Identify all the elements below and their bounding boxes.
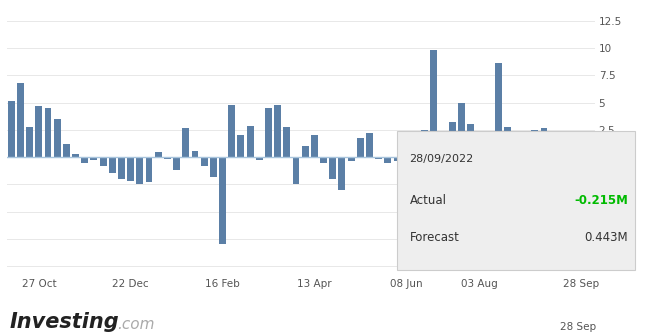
Bar (173, 157, 180, 170)
Bar (430, 51, 438, 157)
Bar (146, 157, 152, 182)
Bar (302, 146, 309, 157)
Bar (274, 105, 281, 157)
Bar (192, 151, 198, 157)
Bar (219, 157, 226, 244)
Bar (366, 133, 373, 157)
Bar (265, 108, 272, 157)
Text: -0.215M: -0.215M (574, 194, 628, 207)
Bar (155, 152, 162, 157)
Bar (256, 157, 263, 160)
Bar (347, 157, 355, 161)
Bar (577, 157, 584, 159)
Text: 28/09/2022: 28/09/2022 (409, 154, 474, 164)
Bar (63, 144, 70, 157)
Bar (467, 125, 474, 157)
Bar (182, 128, 189, 157)
Bar (210, 157, 217, 177)
Bar (100, 157, 107, 166)
Bar (494, 64, 502, 157)
Text: 28 Sep: 28 Sep (560, 322, 596, 332)
Text: Investing: Investing (10, 312, 120, 332)
Bar (35, 106, 42, 157)
Bar (393, 157, 401, 161)
Bar (375, 157, 382, 159)
Bar (118, 157, 125, 179)
Bar (17, 83, 24, 157)
Bar (486, 157, 492, 159)
Bar (329, 157, 336, 179)
Text: Actual: Actual (409, 194, 446, 207)
Bar (550, 157, 556, 160)
Bar (476, 157, 483, 161)
Bar (237, 135, 244, 157)
Text: .com: .com (117, 317, 154, 332)
Bar (504, 127, 511, 157)
Bar (45, 108, 51, 157)
Bar (403, 157, 409, 195)
Bar (200, 157, 208, 166)
Bar (357, 137, 364, 157)
Bar (421, 130, 428, 157)
Bar (109, 157, 116, 174)
Bar (522, 157, 529, 159)
Bar (90, 157, 98, 160)
Text: 0.443M: 0.443M (584, 231, 628, 244)
Bar (53, 119, 61, 157)
Bar (440, 157, 446, 159)
Bar (228, 105, 235, 157)
Bar (8, 100, 15, 157)
Bar (136, 157, 144, 184)
Bar (458, 103, 465, 157)
Bar (283, 127, 291, 157)
Bar (540, 128, 548, 157)
Bar (339, 157, 345, 190)
Bar (127, 157, 134, 181)
Text: Forecast: Forecast (409, 231, 460, 244)
Bar (311, 135, 318, 157)
Bar (531, 130, 538, 157)
Bar (293, 157, 299, 184)
Bar (72, 154, 79, 157)
Bar (26, 127, 33, 157)
Bar (513, 157, 520, 160)
Bar (568, 157, 575, 159)
Bar (559, 153, 566, 157)
Bar (246, 126, 254, 157)
Bar (81, 157, 88, 162)
Bar (449, 122, 456, 157)
Bar (384, 157, 391, 162)
Bar (320, 157, 327, 162)
Bar (412, 133, 419, 157)
Bar (164, 157, 171, 159)
